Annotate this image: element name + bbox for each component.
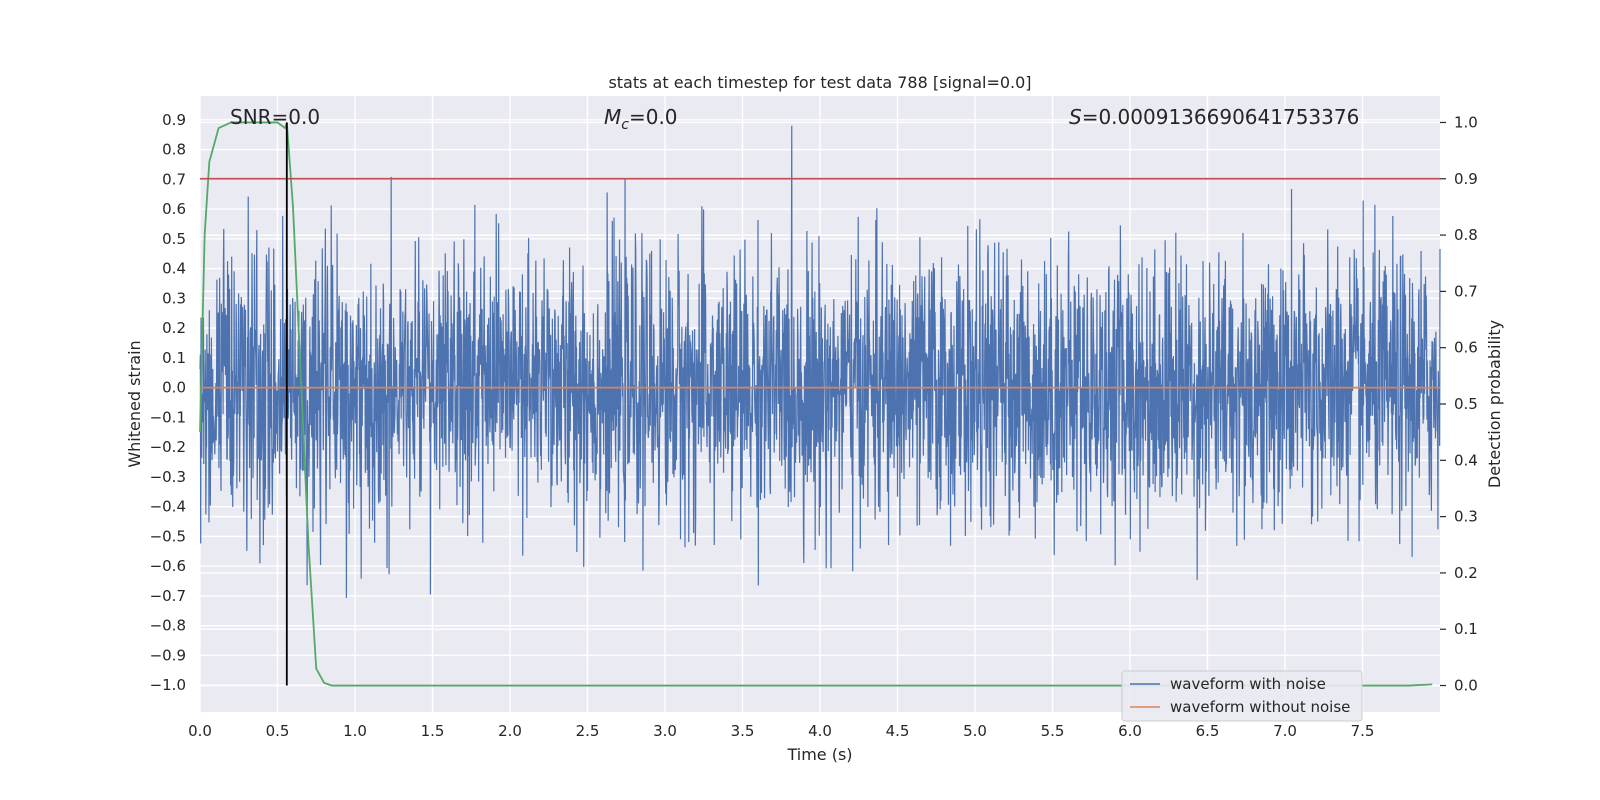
mc-subscript: c: [621, 117, 629, 133]
legend: waveform with noise waveform without noi…: [1121, 670, 1363, 722]
x-tick-label: 2.5: [576, 722, 600, 740]
y-left-tick-label: 0.3: [162, 289, 186, 307]
x-tick-label: 0.0: [188, 722, 212, 740]
y-right-tick-label: 1.0: [1454, 113, 1478, 131]
y-right-tick-label: 0.4: [1454, 451, 1478, 469]
y-left-tick-label: 0.2: [162, 319, 186, 337]
x-tick-label: 6.0: [1118, 722, 1142, 740]
y-left-tick-label: −1.0: [150, 676, 186, 694]
y-right-tick-label: 0.5: [1454, 395, 1478, 413]
y-right-tick-label: 0.8: [1454, 226, 1478, 244]
y-left-tick-label: −0.6: [150, 557, 186, 575]
y-left-tick-label: 0.9: [162, 111, 186, 129]
y-axis-label-left: Whitened strain: [125, 340, 144, 467]
s-annotation: S=0.0009136690641753376: [1069, 105, 1359, 129]
x-axis-label: Time (s): [786, 745, 852, 764]
x-tick-label: 7.0: [1273, 722, 1297, 740]
y-right-tick-label: 0.2: [1454, 564, 1478, 582]
x-tick-label: 2.0: [498, 722, 522, 740]
mc-symbol: M: [604, 105, 621, 129]
y-left-tick-label: 0.0: [162, 379, 186, 397]
y-right-tick-label: 0.1: [1454, 620, 1478, 638]
y-left-tick-label: 0.1: [162, 349, 186, 367]
s-value: =0.0009136690641753376: [1082, 105, 1360, 129]
noise-waveform: [199, 125, 1441, 598]
x-tick-label: 3.0: [653, 722, 677, 740]
y-left-tick-label: −0.9: [150, 646, 186, 664]
y-right-tick-label: 0.3: [1454, 508, 1478, 526]
y-left-tick-label: −0.5: [150, 527, 186, 545]
y-left-tick-label: −0.3: [150, 468, 186, 486]
mc-value: =0.0: [629, 105, 678, 129]
y-left-tick-label: 0.7: [162, 170, 186, 188]
detection-probability-line: [199, 121, 1433, 687]
x-tick-label: 1.5: [421, 722, 445, 740]
y-left-tick-label: 0.8: [162, 141, 186, 159]
y-left-tick-label: −0.2: [150, 438, 186, 456]
y-axis-label-right: Detection probability: [1485, 320, 1504, 488]
tick-labels: 0.0 0.5 1.0 1.5 2.0 2.5 3.0 3.5 4.0 4.5 5.0 5.5 6.0 6…: [150, 111, 1478, 740]
x-tick-label: 3.5: [731, 722, 755, 740]
legend-box: [1121, 670, 1363, 722]
x-tick-label: 1.0: [343, 722, 367, 740]
legend-label-noise: waveform with noise: [1170, 675, 1326, 693]
y-left-tick-label: 0.5: [162, 230, 186, 248]
y-left-tick-label: −0.8: [150, 617, 186, 635]
y-left-tick-label: −0.7: [150, 587, 186, 605]
y-left-tick-label: 0.6: [162, 200, 186, 218]
x-tick-label: 4.0: [808, 722, 832, 740]
series-lines: [199, 121, 1440, 687]
noise-waveform-path: [199, 125, 1441, 598]
mc-annotation: Mc=0.0: [604, 105, 678, 133]
y-left-tick-label: 0.4: [162, 260, 186, 278]
y-right-tick-label: 0.9: [1454, 170, 1478, 188]
y-right-tick-label: 0.7: [1454, 282, 1478, 300]
chart-title: stats at each timestep for test data 788…: [608, 73, 1031, 92]
y-left-tick-label: −0.4: [150, 498, 186, 516]
y-left-tick-label: −0.1: [150, 408, 186, 426]
x-tick-label: 0.5: [266, 722, 290, 740]
legend-label-clean: waveform without noise: [1170, 698, 1350, 716]
x-tick-label: 5.0: [963, 722, 987, 740]
x-tick-label: 6.5: [1196, 722, 1220, 740]
s-symbol: S: [1069, 105, 1082, 129]
y-right-tick-label: 0.6: [1454, 339, 1478, 357]
x-tick-label: 5.5: [1041, 722, 1065, 740]
x-tick-label: 4.5: [886, 722, 910, 740]
y-right-tick-label: 0.0: [1454, 677, 1478, 695]
snr-annotation: SNR=0.0: [230, 105, 320, 129]
x-tick-label: 7.5: [1351, 722, 1375, 740]
